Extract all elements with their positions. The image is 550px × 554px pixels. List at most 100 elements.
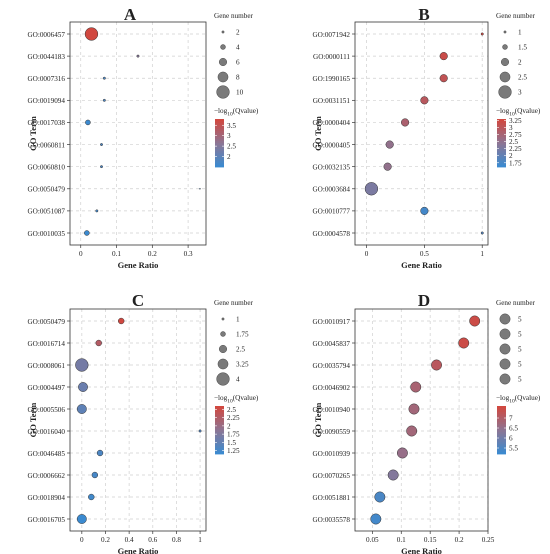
color-legend-label: 6.5 [509, 425, 518, 433]
data-point [198, 429, 202, 433]
size-legend-label: 3.25 [236, 361, 249, 369]
x-tick-label: 0.5 [420, 250, 429, 258]
color-legend-bar-segment [497, 422, 506, 425]
data-point [95, 339, 102, 347]
y-tick-label: GO:0018904 [27, 494, 65, 502]
color-legend-title-suffix: (Qvalue) [233, 107, 259, 115]
data-point [420, 96, 429, 105]
color-legend-bar-segment [497, 141, 506, 144]
color-legend-bar-segment [215, 414, 224, 417]
x-tick-label: 0.05 [366, 536, 379, 544]
x-axis-label: Gene Ratio [401, 260, 442, 270]
color-legend-bar-segment [497, 165, 506, 168]
y-tick-label: GO:0031151 [313, 97, 351, 105]
size-legend-label: 5 [518, 316, 522, 324]
x-tick-label: 0.15 [424, 536, 437, 544]
color-legend-bar-segment [215, 135, 224, 138]
color-legend-title-subscript: 10 [509, 112, 515, 118]
data-point [370, 513, 382, 525]
data-point [84, 27, 99, 41]
color-legend-label: 7 [509, 415, 513, 423]
x-axis-label: Gene Ratio [118, 546, 159, 554]
size-legend-title: Gene number [214, 12, 254, 20]
y-tick-label: GO:0046902 [312, 384, 350, 392]
color-legend-bar-segment [497, 452, 506, 455]
data-point [458, 337, 470, 349]
color-legend-bar-segment [497, 440, 506, 443]
data-point [469, 315, 481, 327]
y-tick-label: GO:0007316 [27, 75, 65, 83]
size-legend-title: Gene number [214, 299, 254, 307]
panel-b: B GO:0071942 GO:0000111 GO:1990165 GO:003115… [312, 5, 540, 270]
color-legend-title: −log10(Qvalue) [214, 394, 259, 405]
y-tick-label: GO:0000111 [313, 53, 350, 61]
y-tick-label: GO:0045837 [312, 340, 350, 348]
color-legend-bar-segment [497, 408, 506, 411]
y-tick-label: GO:0019094 [27, 97, 65, 105]
color-legend-bar-segment [215, 149, 224, 152]
data-point [374, 491, 386, 503]
color-legend-bar-segment [215, 125, 224, 128]
color-legend-bar-segment [215, 406, 224, 409]
x-axis-label: Gene Ratio [401, 546, 442, 554]
x-tick-label: 1 [198, 536, 202, 544]
color-legend-bar-segment [497, 121, 506, 124]
color-legend-label: 3.5 [227, 122, 236, 130]
x-tick-label: 0.25 [482, 536, 495, 544]
plot-frame [69, 308, 207, 532]
y-tick-label: GO:0071942 [312, 31, 350, 39]
x-tick-label: 1 [480, 250, 484, 258]
y-tick-label: GO:0010035 [27, 230, 65, 238]
x-tick-label: 0.2 [455, 536, 464, 544]
size-legend-key [218, 58, 227, 67]
color-legend-bar-segment [497, 163, 506, 166]
data-point [401, 118, 410, 127]
color-legend-bar-segment [215, 438, 224, 441]
color-legend-bar-segment [497, 432, 506, 435]
color-legend-bar-segment [215, 430, 224, 433]
color-legend-title: −log10(Qvalue) [214, 107, 259, 118]
y-tick-label: GO:0000404 [312, 119, 350, 127]
color-legend-label: 5.5 [509, 445, 518, 453]
data-point [91, 471, 99, 479]
x-tick-label: 0.1 [112, 250, 121, 258]
size-legend-title: Gene number [496, 12, 536, 20]
color-legend-label: 2 [509, 152, 513, 160]
size-legend-key [217, 71, 229, 83]
data-point [410, 381, 422, 393]
color-legend-bar-segment [497, 442, 506, 445]
color-legend-label: 1.75 [227, 431, 240, 439]
plot-frame [69, 21, 207, 246]
x-tick-label: 0.8 [172, 536, 181, 544]
size-legend-key [220, 44, 226, 50]
color-legend-label: 1.25 [227, 447, 240, 455]
color-legend-bar-segment [215, 159, 224, 162]
color-legend-bar-segment [215, 139, 224, 142]
y-tick-label: GO:0035794 [312, 362, 350, 370]
color-legend-bar-segment [215, 121, 224, 124]
data-point [385, 140, 394, 149]
data-point [78, 382, 88, 392]
y-tick-label: GO:0008061 [27, 362, 65, 370]
y-tick-label: GO:0003684 [312, 186, 350, 194]
color-legend-bar-segment [215, 133, 224, 136]
size-legend-key [499, 313, 511, 325]
color-legend-bar-segment [497, 147, 506, 150]
y-tick-label: GO:0051087 [27, 208, 65, 216]
color-legend-bar-segment [215, 131, 224, 134]
color-legend-bar-segment [215, 157, 224, 160]
color-legend-label: 2.5 [227, 406, 236, 414]
size-legend-key [221, 317, 225, 321]
color-legend-bar-segment [497, 135, 506, 138]
x-tick-label: 0.2 [101, 536, 110, 544]
color-legend-bar-segment [215, 147, 224, 150]
color-legend-bar-segment [497, 436, 506, 439]
size-legend-key [501, 58, 510, 67]
color-legend-bar-segment [497, 424, 506, 427]
color-legend-label: 2 [227, 153, 231, 161]
data-point [364, 182, 379, 196]
x-tick-label: 0.2 [148, 250, 157, 258]
y-tick-label: GO:0010917 [312, 318, 350, 326]
color-legend-title: −log10(Qvalue) [496, 107, 541, 118]
